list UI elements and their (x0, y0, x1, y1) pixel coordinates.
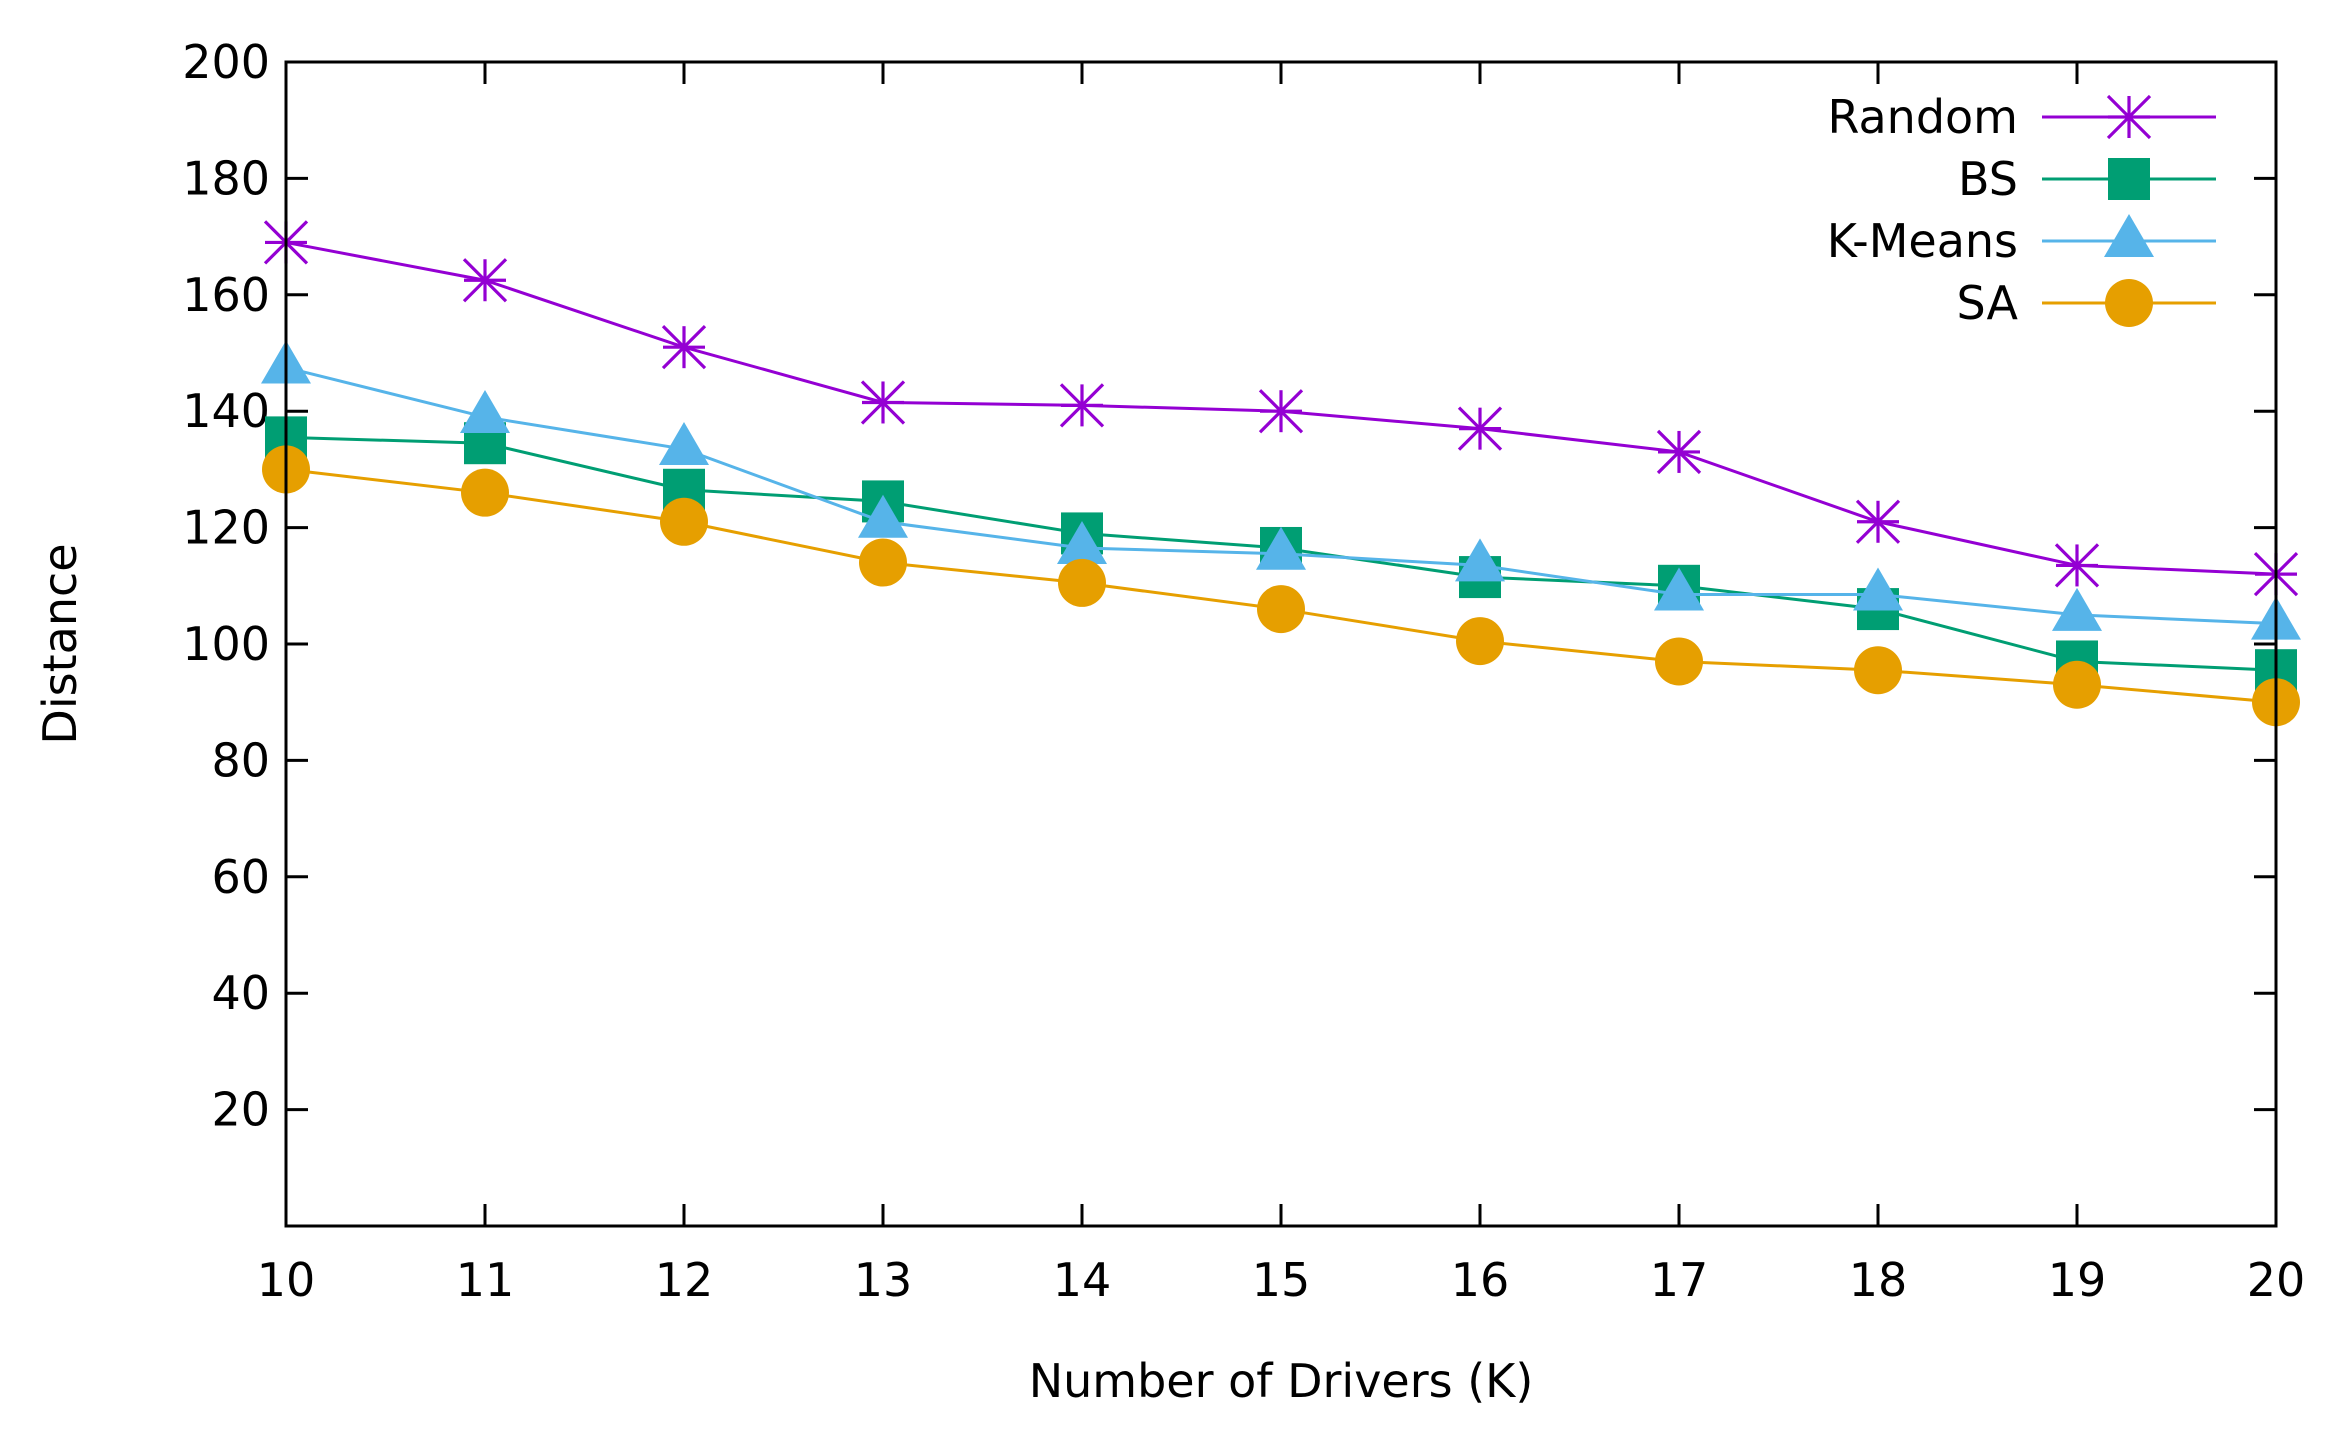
data-point-random (1059, 383, 1105, 428)
data-point-random (661, 325, 707, 370)
legend-marker-random (2106, 94, 2152, 140)
data-point-k-means (858, 494, 908, 538)
legend-item-bs: BS (1958, 152, 2216, 206)
data-point-k-means (1057, 520, 1107, 564)
x-tick-label: 11 (456, 1253, 515, 1307)
data-point-sa (1058, 558, 1106, 607)
data-point-k-means (460, 390, 510, 434)
data-point-k-means (1654, 567, 1704, 611)
x-tick-label: 18 (1849, 1253, 1908, 1307)
data-point-random (1258, 389, 1304, 434)
y-tick-label: 80 (211, 733, 270, 787)
data-point-sa (1456, 617, 1504, 666)
x-axis-label: Number of Drivers (K) (1029, 1354, 1534, 1408)
data-point-random (2054, 543, 2100, 588)
y-tick-label: 40 (211, 966, 270, 1020)
data-point-k-means (2052, 587, 2102, 631)
series-sa (262, 445, 2300, 727)
y-tick-label: 60 (211, 850, 270, 904)
y-tick-label: 100 (182, 617, 270, 671)
x-tick-label: 13 (854, 1253, 913, 1307)
data-point-sa (1854, 646, 1902, 695)
data-point-sa (660, 497, 708, 546)
legend-label: Random (1828, 90, 2018, 144)
data-point-k-means (1256, 526, 1306, 570)
x-tick-label: 12 (655, 1253, 714, 1307)
data-point-k-means (1853, 567, 1903, 611)
legend-label: SA (1956, 276, 2018, 330)
data-point-random (860, 380, 906, 425)
ticks-layer: 20 40 60 80 100 120 140 160 180 200 10 11 12 13 14 15 16… (182, 35, 2305, 1307)
y-tick-label: 180 (182, 151, 270, 205)
data-point-sa (859, 538, 907, 587)
x-tick-label: 10 (257, 1253, 316, 1307)
data-point-random (462, 258, 508, 303)
legend-item-random: Random (1828, 90, 2216, 144)
x-tick-label: 20 (2247, 1253, 2306, 1307)
legend-item-sa: SA (1956, 276, 2216, 330)
y-tick-label: 200 (182, 35, 270, 89)
x-tick-label: 19 (2048, 1253, 2107, 1307)
legend-label: BS (1958, 152, 2018, 206)
legend-marker-sa (2105, 279, 2153, 327)
data-point-random (1457, 406, 1503, 451)
series-k-means (261, 340, 2301, 640)
legend: Random BS K-Means SA (1827, 90, 2216, 330)
legend-label: K-Means (1827, 214, 2018, 268)
legend-marker-k-means (2104, 214, 2154, 257)
y-tick-label: 20 (211, 1083, 270, 1137)
x-tick-label: 17 (1650, 1253, 1709, 1307)
x-tick-label: 15 (1252, 1253, 1311, 1307)
data-point-random (1855, 499, 1901, 544)
y-tick-label: 140 (182, 384, 270, 438)
x-tick-label: 16 (1451, 1253, 1510, 1307)
data-point-sa (461, 468, 509, 517)
data-point-sa (1257, 585, 1305, 634)
y-axis-label: Distance (33, 543, 87, 744)
y-tick-label: 160 (182, 268, 270, 322)
x-tick-label: 14 (1053, 1253, 1112, 1307)
data-point-sa (1655, 637, 1703, 686)
y-tick-label: 120 (182, 501, 270, 555)
data-point-k-means (659, 422, 709, 466)
data-point-random (1656, 429, 1702, 475)
legend-marker-bs (2108, 158, 2150, 200)
legend-item-k-means: K-Means (1827, 214, 2216, 268)
data-point-sa (2053, 660, 2101, 709)
plot-frame (284, 60, 2278, 1228)
data-point-k-means (1455, 538, 1505, 582)
